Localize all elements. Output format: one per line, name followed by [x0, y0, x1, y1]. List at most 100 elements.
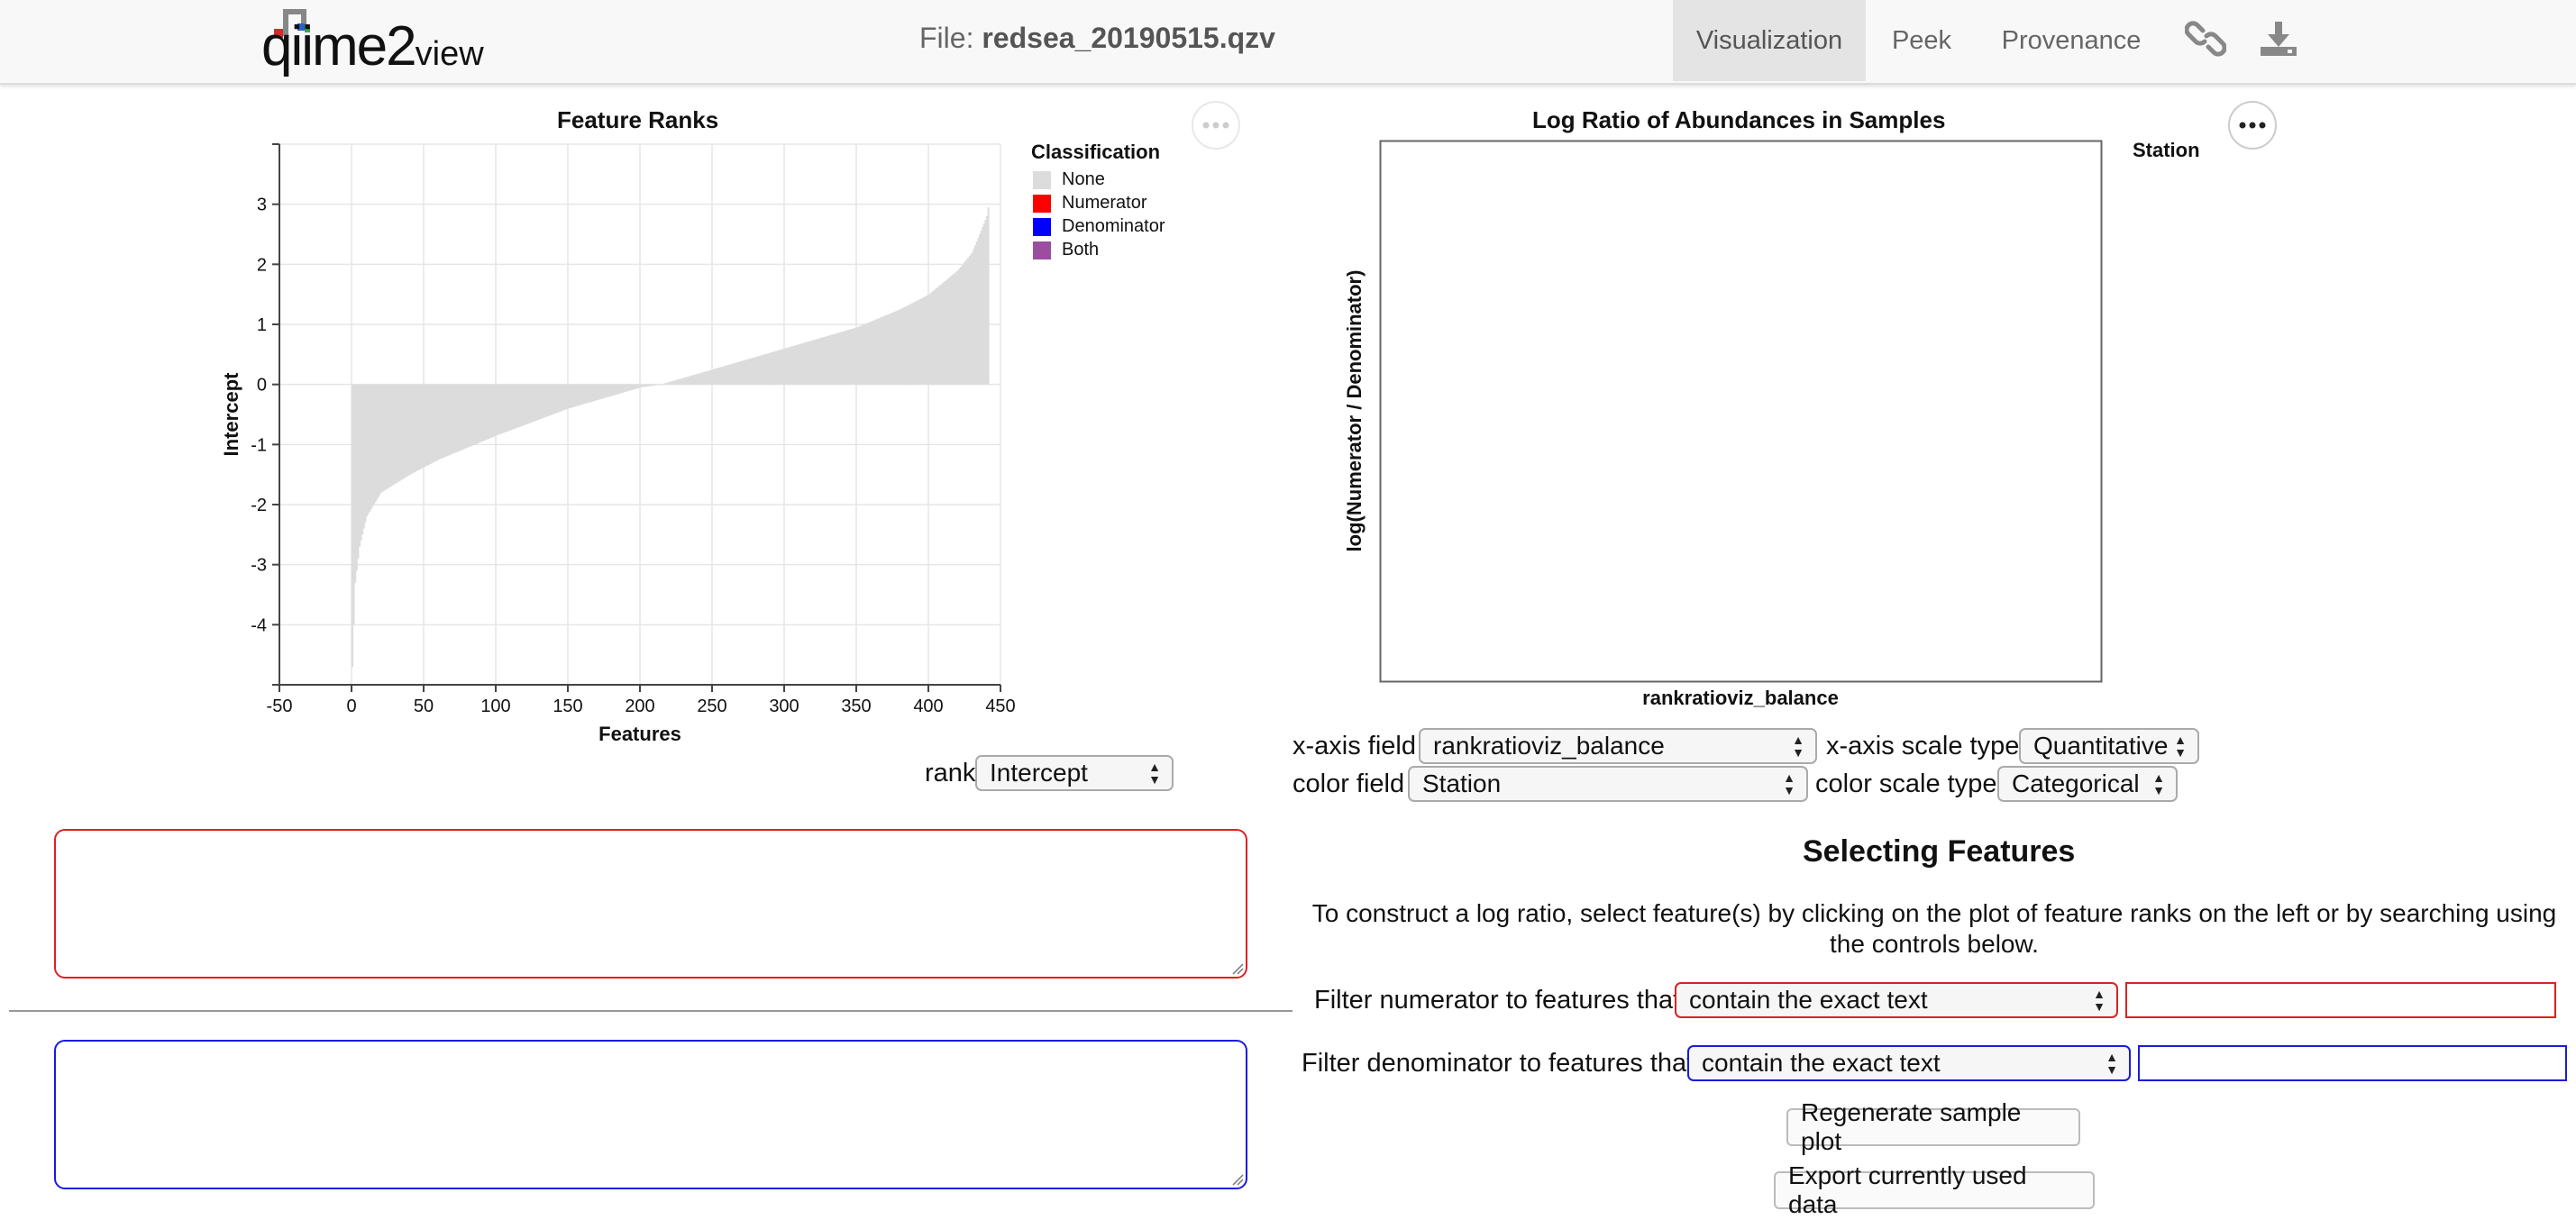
feature-bar[interactable]	[895, 311, 898, 385]
feature-bar[interactable]	[504, 384, 507, 432]
feature-bar[interactable]	[354, 384, 357, 583]
feature-bar[interactable]	[820, 338, 822, 385]
feature-bar[interactable]	[360, 384, 362, 541]
feature-bar[interactable]	[852, 328, 854, 385]
feature-bar[interactable]	[489, 384, 490, 439]
feature-bar[interactable]	[359, 384, 361, 547]
feature-bar[interactable]	[463, 384, 466, 449]
feature-bar[interactable]	[592, 384, 595, 402]
feature-bar[interactable]	[425, 384, 427, 467]
feature-bar[interactable]	[403, 384, 406, 478]
feature-bar[interactable]	[355, 384, 358, 571]
feature-bar[interactable]	[951, 275, 954, 385]
feature-bar[interactable]	[543, 384, 545, 418]
feature-bar[interactable]	[809, 341, 812, 385]
feature-bar[interactable]	[388, 384, 391, 487]
feature-bar[interactable]	[597, 384, 598, 400]
feature-bar[interactable]	[634, 384, 636, 389]
feature-bar[interactable]	[499, 384, 502, 434]
feature-bar[interactable]	[412, 384, 415, 473]
feature-bar[interactable]	[655, 384, 658, 386]
feature-bar[interactable]	[588, 384, 590, 403]
feature-bar[interactable]	[847, 330, 850, 385]
feature-bar[interactable]	[481, 384, 483, 442]
feature-bar[interactable]	[436, 384, 439, 460]
feature-bar[interactable]	[407, 384, 410, 476]
feature-bar[interactable]	[569, 384, 571, 408]
feature-bar[interactable]	[503, 384, 505, 433]
feature-bar[interactable]	[416, 384, 418, 471]
feature-bar[interactable]	[604, 384, 606, 398]
feature-bar[interactable]	[970, 254, 973, 385]
feature-bar[interactable]	[443, 384, 446, 458]
feature-bar[interactable]	[653, 384, 655, 386]
feature-bar[interactable]	[647, 384, 649, 387]
feature-bar[interactable]	[900, 309, 901, 385]
feature-bar[interactable]	[791, 346, 793, 385]
feature-bar[interactable]	[521, 384, 524, 426]
feature-bar[interactable]	[898, 310, 900, 385]
feature-bar[interactable]	[667, 382, 670, 385]
feature-bar[interactable]	[912, 302, 915, 385]
feature-bar[interactable]	[818, 338, 821, 385]
feature-bar[interactable]	[580, 384, 583, 405]
feature-bar[interactable]	[439, 384, 442, 460]
feature-bar[interactable]	[491, 384, 494, 438]
feature-bar[interactable]	[366, 384, 368, 517]
feature-bar[interactable]	[924, 296, 927, 385]
feature-bar[interactable]	[400, 384, 403, 480]
x-axis-scale-select[interactable]: Quantitative ▲ ▼	[2019, 728, 2199, 764]
feature-bar[interactable]	[376, 384, 379, 500]
feature-bar[interactable]	[980, 231, 982, 385]
feature-bar[interactable]	[681, 378, 684, 385]
feature-bar[interactable]	[814, 339, 817, 385]
feature-bar[interactable]	[374, 384, 377, 503]
feature-bar[interactable]	[808, 341, 811, 385]
feature-bar[interactable]	[957, 270, 959, 385]
feature-bar[interactable]	[395, 384, 397, 484]
feature-bar[interactable]	[635, 384, 638, 389]
feature-bar[interactable]	[626, 384, 627, 392]
feature-bar[interactable]	[758, 356, 761, 385]
feature-bar[interactable]	[766, 353, 769, 385]
denominator-filter-input[interactable]	[2138, 1045, 2567, 1081]
feature-bar[interactable]	[905, 306, 908, 385]
feature-bar[interactable]	[381, 384, 384, 492]
tab-visualization[interactable]: Visualization	[1673, 0, 1866, 81]
feature-bar[interactable]	[657, 384, 660, 386]
feature-bar[interactable]	[582, 384, 584, 405]
feature-bar[interactable]	[578, 384, 580, 406]
feature-bar[interactable]	[386, 384, 388, 489]
feature-bar[interactable]	[929, 293, 932, 385]
feature-bar[interactable]	[729, 364, 732, 385]
feature-bar[interactable]	[607, 384, 609, 397]
feature-bar[interactable]	[771, 351, 773, 385]
feature-bar[interactable]	[963, 263, 965, 385]
feature-bar[interactable]	[456, 384, 459, 452]
feature-bar[interactable]	[615, 384, 617, 395]
feature-bar[interactable]	[510, 384, 512, 431]
feature-bar[interactable]	[650, 384, 653, 387]
feature-bar[interactable]	[397, 384, 400, 482]
download-icon[interactable]	[2259, 20, 2298, 58]
feature-bar[interactable]	[974, 245, 977, 385]
feature-bar[interactable]	[654, 384, 656, 386]
feature-bar[interactable]	[498, 384, 501, 435]
feature-bar[interactable]	[876, 319, 879, 385]
feature-bar[interactable]	[927, 295, 929, 385]
feature-bar[interactable]	[511, 384, 514, 430]
feature-bar[interactable]	[547, 384, 550, 416]
feature-bar[interactable]	[523, 384, 525, 425]
feature-bar[interactable]	[514, 384, 516, 429]
feature-bar[interactable]	[602, 384, 605, 399]
feature-bar[interactable]	[621, 384, 624, 394]
feature-bar[interactable]	[452, 384, 454, 454]
feature-bar[interactable]	[703, 371, 706, 385]
feature-bar[interactable]	[633, 384, 635, 390]
feature-bar[interactable]	[759, 355, 762, 385]
feature-bar[interactable]	[827, 335, 829, 385]
feature-bar[interactable]	[785, 348, 788, 385]
feature-bar[interactable]	[892, 312, 894, 385]
feature-bar[interactable]	[917, 300, 919, 385]
feature-bar[interactable]	[638, 384, 641, 388]
